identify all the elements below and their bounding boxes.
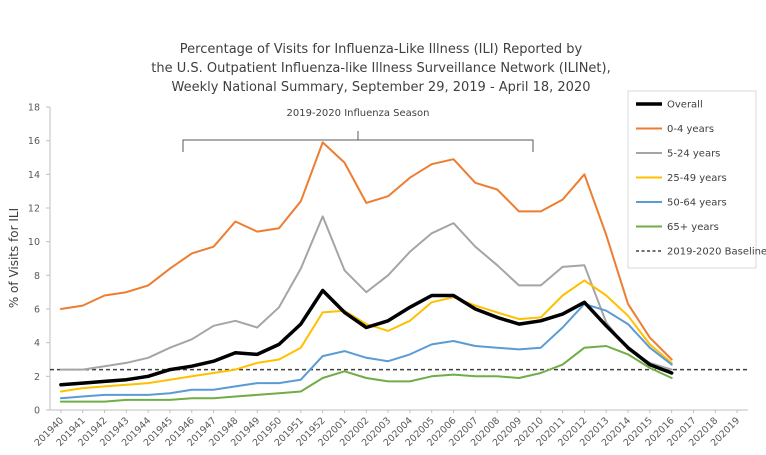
season-label: 2019-2020 Influenza Season [287,108,430,119]
y-axis-ticks: 0 2 4 6 8 10 12 14 16 18 [28,103,50,417]
y-tick-label: 18 [28,103,40,114]
series-group [59,141,674,403]
y-tick-label: 16 [28,136,40,147]
legend-label: 50-64 years [667,198,727,209]
y-tick-label: 14 [28,170,40,181]
y-tick-label: 8 [34,271,40,282]
series-line-25-49-years [59,279,673,393]
y-axis-label: % of Visits for ILI [7,208,21,308]
chart-title-line-2: the U.S. Outpatient Influenza-like Illne… [151,61,610,76]
legend-box [627,90,757,269]
series-line-65-years [59,345,673,403]
chart-axes [49,107,748,411]
x-axis-ticks: 2019402019412019422019432019442019452019… [33,410,742,449]
y-tick-label: 4 [34,338,40,349]
legend-label: 65+ years [667,222,719,233]
legend-label: 5-24 years [667,149,720,160]
chart-title-line-3: Weekly National Summary, September 29, 2… [171,80,590,95]
y-tick-label: 2 [34,372,40,383]
legend-label: 2019-2020 Baseline [667,247,766,258]
y-tick-label: 12 [28,204,40,215]
legend-label: 0-4 years [667,124,714,135]
y-tick-label: 0 [34,406,40,417]
chart-legend: Overall 0-4 years 5-24 years 25-49 years 50-… [627,90,766,269]
series-line-0-4-years [59,141,673,361]
season-annotation: 2019-2020 Influenza Season [182,108,534,152]
y-tick-label: 6 [34,305,40,316]
legend-label: Overall [667,100,703,111]
legend-label: 25-49 years [667,173,727,184]
chart-title: Percentage of Visits for Influenza-Like … [151,42,610,95]
season-bracket [182,131,534,152]
series-line-50-64-years [59,302,673,400]
chart-title-line-1: Percentage of Visits for Influenza-Like … [180,42,583,57]
series-line-overall [59,288,674,387]
series-line-5-24-years [59,215,673,371]
y-tick-label: 10 [28,237,40,248]
